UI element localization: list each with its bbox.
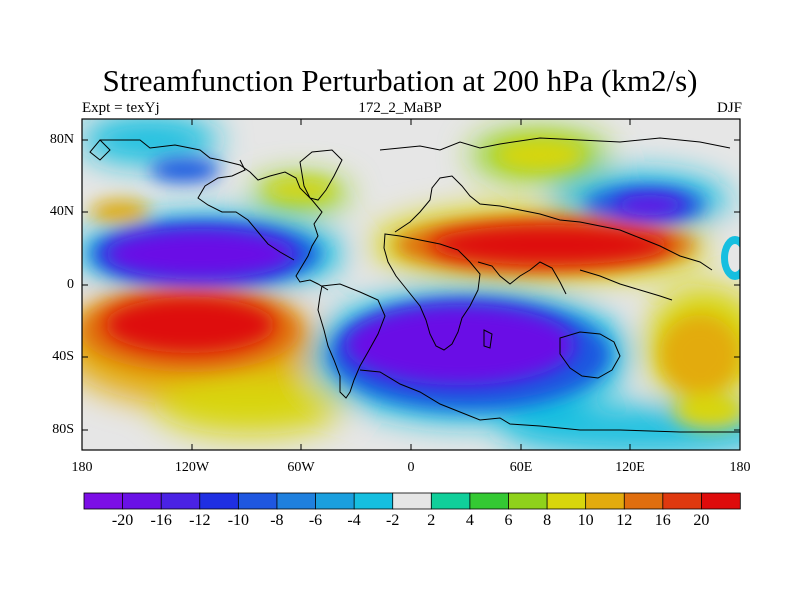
run-id-label: 172_2_MaBP: [358, 100, 442, 116]
lon-label-60w: 60W: [287, 460, 315, 475]
lon-label-120e: 120E: [615, 460, 645, 475]
colorbar-label: 16: [654, 512, 671, 529]
field-core: [345, 305, 575, 385]
lon-label-180w: 180: [71, 460, 93, 475]
coastline-greenland: [299, 149, 343, 201]
lat-label-40n: 40N: [49, 204, 74, 219]
season-label: DJF: [716, 100, 742, 116]
coastline-north-america: [100, 139, 329, 291]
colorbar-label: 10: [577, 512, 594, 529]
colorbar-label: -2: [386, 512, 400, 529]
field-patch: [265, 180, 335, 200]
field-patch: [150, 158, 220, 182]
field-patch: [675, 392, 740, 428]
field-patch: [728, 244, 740, 272]
colorbar-swatch: [315, 492, 355, 510]
colorbar-label: -12: [189, 512, 211, 529]
colorbar-label: -8: [270, 512, 284, 529]
colorbar-swatch: [353, 492, 394, 510]
coastline-arctic-island: [89, 139, 111, 161]
coastline-antarctica: [359, 369, 740, 433]
colorbar-swatch: [430, 492, 471, 510]
field-patch: [90, 200, 150, 224]
coastline-north-america-west: [197, 159, 295, 261]
field-core: [615, 195, 685, 215]
lon-label-60e: 60E: [509, 460, 533, 475]
plot-title: Streamfunction Perturbation at 200 hPa (…: [102, 63, 698, 98]
colorbar-swatch: [662, 492, 703, 510]
colorbar-swatch: [122, 492, 162, 510]
colorbar-label: 4: [465, 512, 474, 529]
colorbar-swatch: [276, 492, 317, 510]
coastline-eurasia-north: [379, 137, 731, 151]
colorbar-swatch: [83, 492, 124, 510]
colorbar-label: 12: [616, 512, 633, 529]
colorbar-swatch: [160, 492, 201, 510]
coastline-indonesia: [579, 269, 673, 301]
colorbar-label: 6: [504, 512, 513, 529]
coastline-eurasia-south: [394, 175, 713, 271]
colorbar-swatch: [701, 492, 741, 510]
colorbar-swatch: [392, 492, 432, 510]
lat-label-equator: 0: [67, 277, 74, 292]
field-patch: [495, 139, 585, 171]
field-core: [105, 297, 275, 353]
streamfunction-field: [82, 119, 740, 450]
colorbar-swatch: [546, 492, 587, 510]
colorbar-swatch: [237, 492, 278, 510]
coastline-australia: [559, 331, 621, 379]
field-patch: [155, 375, 345, 435]
coastlines: [89, 137, 740, 433]
colorbar-swatch: [199, 492, 240, 510]
colorbar-label: 8: [543, 512, 552, 529]
lat-label-40s: 40S: [52, 349, 74, 364]
colorbar-label: 20: [693, 512, 710, 529]
experiment-label: Expt = texYj: [82, 100, 160, 116]
colorbar-label: -10: [227, 512, 250, 529]
lon-label-180e: 180: [729, 460, 751, 475]
lon-label-120w: 120W: [174, 460, 210, 475]
coastline-arabia-india: [477, 261, 567, 295]
colorbar-swatch: [585, 492, 625, 510]
field-patch: [660, 315, 740, 395]
map-ticks: [81, 119, 741, 450]
colorbar-swatch: [469, 492, 510, 510]
colorbar-label: -20: [111, 512, 134, 529]
colorbar-label: -6: [308, 512, 323, 529]
colorbar-label: -4: [347, 512, 361, 529]
field-patch: [82, 119, 220, 165]
coastline-madagascar: [483, 329, 493, 349]
coastline-africa: [383, 233, 481, 351]
colorbar-swatch: [623, 492, 664, 510]
colorbar-label: 2: [427, 512, 436, 529]
colorbar-swatch: [508, 492, 548, 510]
field-core: [105, 229, 295, 279]
field-core: [430, 225, 670, 265]
coastline-south-america: [317, 283, 386, 399]
lat-label-80s: 80S: [52, 422, 74, 437]
colorbar: [83, 492, 741, 510]
lon-label-0: 0: [407, 460, 415, 475]
lat-label-80n: 80N: [49, 132, 74, 147]
colorbar-label: -16: [150, 512, 172, 529]
